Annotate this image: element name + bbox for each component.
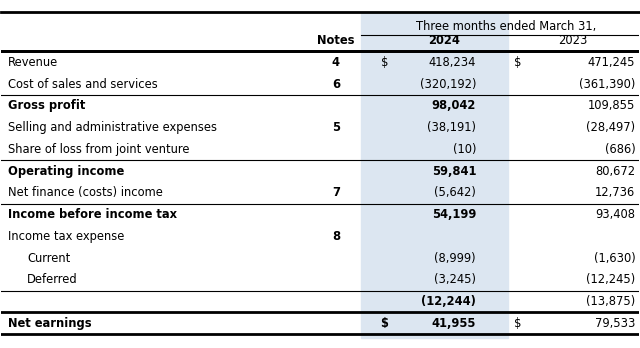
Text: Three months ended March 31,: Three months ended March 31, bbox=[416, 20, 596, 33]
Text: 2024: 2024 bbox=[428, 33, 460, 47]
Text: 98,042: 98,042 bbox=[432, 99, 476, 112]
Text: Gross profit: Gross profit bbox=[8, 99, 85, 112]
Text: Notes: Notes bbox=[317, 33, 355, 47]
Text: Selling and administrative expenses: Selling and administrative expenses bbox=[8, 121, 217, 134]
Text: 4: 4 bbox=[332, 56, 340, 69]
Text: 54,199: 54,199 bbox=[432, 208, 476, 221]
Text: Operating income: Operating income bbox=[8, 165, 124, 177]
Text: (13,875): (13,875) bbox=[586, 295, 636, 308]
Bar bbox=[362, 12, 508, 338]
Text: Deferred: Deferred bbox=[27, 273, 77, 286]
Text: (5,642): (5,642) bbox=[435, 186, 476, 199]
Text: Income tax expense: Income tax expense bbox=[8, 230, 124, 243]
Text: Share of loss from joint venture: Share of loss from joint venture bbox=[8, 143, 189, 156]
Text: Current: Current bbox=[27, 252, 70, 264]
Text: (361,390): (361,390) bbox=[579, 78, 636, 90]
Text: 418,234: 418,234 bbox=[429, 56, 476, 69]
Text: 2023: 2023 bbox=[559, 33, 588, 47]
Text: 79,533: 79,533 bbox=[595, 317, 636, 330]
Text: (8,999): (8,999) bbox=[435, 252, 476, 264]
Text: $: $ bbox=[515, 56, 522, 69]
Text: 41,955: 41,955 bbox=[432, 317, 476, 330]
Text: (686): (686) bbox=[605, 143, 636, 156]
Text: 7: 7 bbox=[332, 186, 340, 199]
Text: Income before income tax: Income before income tax bbox=[8, 208, 177, 221]
Text: $: $ bbox=[381, 317, 388, 330]
Text: Net earnings: Net earnings bbox=[8, 317, 92, 330]
Text: (12,245): (12,245) bbox=[586, 273, 636, 286]
Text: (320,192): (320,192) bbox=[420, 78, 476, 90]
Text: Cost of sales and services: Cost of sales and services bbox=[8, 78, 157, 90]
Text: Revenue: Revenue bbox=[8, 56, 58, 69]
Text: 93,408: 93,408 bbox=[595, 208, 636, 221]
Text: (28,497): (28,497) bbox=[586, 121, 636, 134]
Text: (3,245): (3,245) bbox=[434, 273, 476, 286]
Text: 109,855: 109,855 bbox=[588, 99, 636, 112]
Text: $: $ bbox=[381, 56, 388, 69]
Text: (38,191): (38,191) bbox=[427, 121, 476, 134]
Text: $: $ bbox=[515, 317, 522, 330]
Text: Net finance (costs) income: Net finance (costs) income bbox=[8, 186, 163, 199]
Text: (10): (10) bbox=[452, 143, 476, 156]
Text: 12,736: 12,736 bbox=[595, 186, 636, 199]
Text: (12,244): (12,244) bbox=[421, 295, 476, 308]
Text: 80,672: 80,672 bbox=[595, 165, 636, 177]
Text: 8: 8 bbox=[332, 230, 340, 243]
Text: 471,245: 471,245 bbox=[588, 56, 636, 69]
Text: 59,841: 59,841 bbox=[431, 165, 476, 177]
Text: 6: 6 bbox=[332, 78, 340, 90]
Text: 5: 5 bbox=[332, 121, 340, 134]
Text: (1,630): (1,630) bbox=[594, 252, 636, 264]
